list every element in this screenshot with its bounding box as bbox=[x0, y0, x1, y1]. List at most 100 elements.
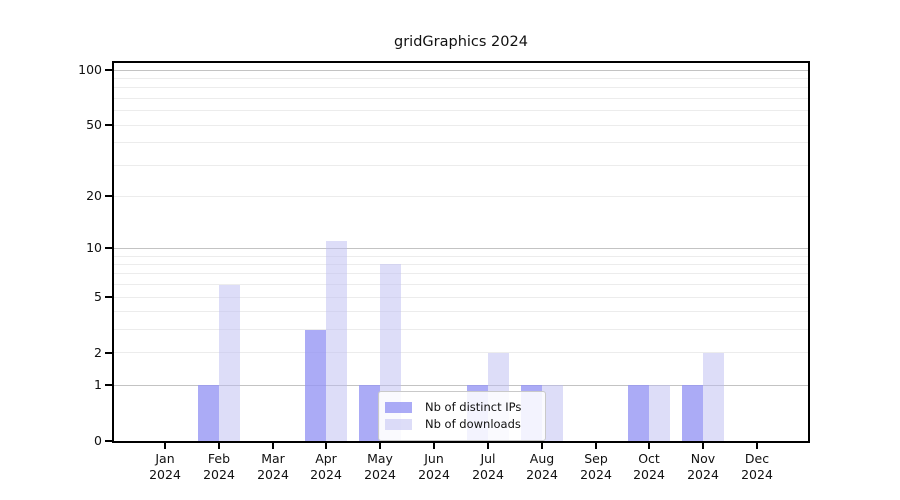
x-tick-month: Mar bbox=[261, 451, 285, 466]
bar-downloads-aug bbox=[542, 385, 563, 441]
y-axis-tick-label: 5 bbox=[94, 289, 102, 304]
bar-downloads-nov bbox=[703, 353, 724, 441]
y-axis-tick bbox=[105, 124, 112, 126]
x-axis-tick bbox=[379, 443, 381, 449]
gridline-minor bbox=[114, 273, 808, 275]
x-axis-tick bbox=[756, 443, 758, 449]
legend: Nb of distinct IPs Nb of downloads bbox=[378, 391, 546, 441]
x-axis-tick bbox=[541, 443, 543, 449]
x-axis-tick-label-may: May 2024 bbox=[348, 451, 412, 483]
x-axis-tick bbox=[487, 443, 489, 449]
x-tick-year: 2024 bbox=[580, 467, 612, 482]
y-axis-tick-label: 100 bbox=[78, 62, 102, 77]
gridline-minor bbox=[114, 296, 808, 298]
x-tick-year: 2024 bbox=[687, 467, 719, 482]
x-axis-tick bbox=[272, 443, 274, 449]
gridline-minor bbox=[114, 255, 808, 257]
x-tick-month: Dec bbox=[744, 451, 770, 466]
x-axis-tick-label-sep: Sep 2024 bbox=[564, 451, 628, 483]
legend-swatch-distinct-ips bbox=[385, 402, 412, 413]
legend-item-distinct-ips: Nb of distinct IPs bbox=[385, 400, 537, 415]
x-tick-year: 2024 bbox=[149, 467, 181, 482]
y-axis-tick-label: 50 bbox=[86, 117, 102, 132]
x-tick-year: 2024 bbox=[203, 467, 235, 482]
x-tick-year: 2024 bbox=[257, 467, 289, 482]
bar-distinct-ips-may bbox=[359, 385, 380, 441]
y-axis-tick-label: 20 bbox=[86, 188, 102, 203]
chart-title: gridGraphics 2024 bbox=[394, 34, 528, 50]
x-axis-tick bbox=[218, 443, 220, 449]
gridline-minor bbox=[114, 87, 808, 89]
y-axis-tick bbox=[105, 440, 112, 442]
x-axis-tick-label-nov: Nov 2024 bbox=[671, 451, 735, 483]
x-axis-tick bbox=[595, 443, 597, 449]
x-axis-tick bbox=[648, 443, 650, 449]
x-axis-tick-label-feb: Feb 2024 bbox=[187, 451, 251, 483]
y-axis-tick bbox=[105, 195, 112, 197]
x-tick-year: 2024 bbox=[633, 467, 665, 482]
y-axis-tick-label: 10 bbox=[86, 240, 102, 255]
y-axis-tick bbox=[105, 247, 112, 249]
x-tick-year: 2024 bbox=[310, 467, 342, 482]
gridline-major bbox=[114, 69, 808, 71]
x-axis-tick-label-apr: Apr 2024 bbox=[294, 451, 358, 483]
x-tick-month: Jun bbox=[424, 451, 444, 466]
gridline-minor bbox=[114, 195, 808, 197]
gridline-major bbox=[114, 384, 808, 386]
x-axis-tick-label-aug: Aug 2024 bbox=[510, 451, 574, 483]
x-tick-month: Nov bbox=[690, 451, 716, 466]
x-axis-tick bbox=[702, 443, 704, 449]
x-tick-year: 2024 bbox=[526, 467, 558, 482]
x-tick-month: May bbox=[367, 451, 393, 466]
x-axis-tick bbox=[433, 443, 435, 449]
x-axis-tick-label-dec: Dec 2024 bbox=[725, 451, 789, 483]
gridline-minor bbox=[114, 329, 808, 331]
x-axis-tick-label-jul: Jul 2024 bbox=[456, 451, 520, 483]
gridline-minor bbox=[114, 264, 808, 265]
y-axis-tick-label: 1 bbox=[94, 377, 102, 392]
bar-distinct-ips-apr bbox=[305, 330, 326, 441]
gridline-minor bbox=[114, 124, 808, 126]
legend-label-downloads: Nb of downloads bbox=[425, 417, 521, 431]
x-axis-tick bbox=[164, 443, 166, 449]
gridline-major bbox=[114, 247, 808, 249]
x-tick-month: Jan bbox=[155, 451, 175, 466]
y-axis-tick-label: 0 bbox=[94, 433, 102, 448]
y-axis-tick bbox=[105, 384, 112, 386]
x-tick-month: Aug bbox=[529, 451, 555, 466]
x-tick-year: 2024 bbox=[364, 467, 396, 482]
x-tick-year: 2024 bbox=[472, 467, 504, 482]
gridline-minor bbox=[114, 142, 808, 144]
plot-area bbox=[112, 61, 810, 443]
x-tick-month: Sep bbox=[584, 451, 608, 466]
y-axis-tick bbox=[105, 69, 112, 71]
x-axis-tick-label-mar: Mar 2024 bbox=[241, 451, 305, 483]
gridline-minor bbox=[114, 98, 808, 99]
bar-distinct-ips-nov bbox=[682, 385, 703, 441]
gridline-minor bbox=[114, 284, 808, 286]
x-axis-tick-label-oct: Oct 2024 bbox=[617, 451, 681, 483]
gridline-minor bbox=[114, 78, 808, 80]
gridline-minor bbox=[114, 311, 808, 313]
gridline-minor bbox=[114, 110, 808, 112]
y-axis-tick-label: 2 bbox=[94, 345, 102, 360]
x-axis-tick-label-jun: Jun 2024 bbox=[402, 451, 466, 483]
x-tick-month: Apr bbox=[315, 451, 337, 466]
legend-item-downloads: Nb of downloads bbox=[385, 417, 537, 432]
bar-downloads-oct bbox=[649, 385, 670, 441]
gridline-minor bbox=[114, 164, 808, 166]
x-axis-tick-label-jan: Jan 2024 bbox=[133, 451, 197, 483]
bar-downloads-feb bbox=[219, 285, 240, 441]
x-tick-year: 2024 bbox=[741, 467, 773, 482]
legend-label-distinct-ips: Nb of distinct IPs bbox=[425, 400, 522, 414]
y-axis-tick bbox=[105, 296, 112, 298]
bar-distinct-ips-feb bbox=[198, 385, 219, 441]
y-axis-tick bbox=[105, 352, 112, 354]
bar-distinct-ips-oct bbox=[628, 385, 649, 441]
x-tick-month: Jul bbox=[480, 451, 496, 466]
x-tick-month: Oct bbox=[638, 451, 660, 466]
gridline-minor bbox=[114, 352, 808, 354]
bar-downloads-apr bbox=[326, 241, 347, 441]
x-axis-tick bbox=[325, 443, 327, 449]
